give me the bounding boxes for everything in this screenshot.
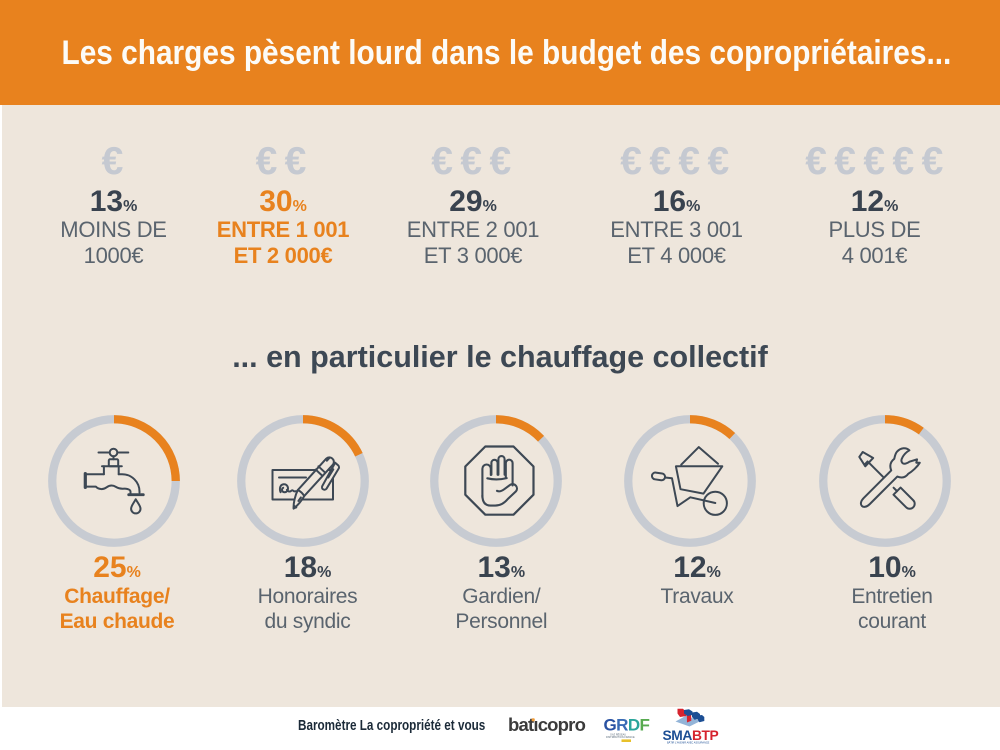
svg-text:GRDF: GRDF [604, 716, 650, 735]
svg-text:BÂTIR L'AVENIR AVEC ASSURANCE: BÂTIR L'AVENIR AVEC ASSURANCE [667, 742, 710, 745]
svg-text:SMABTP: SMABTP [663, 728, 719, 743]
svg-text:DISTRIBUTION FRANCE: DISTRIBUTION FRANCE [606, 736, 635, 739]
svg-text:GAZ RÉSEAU: GAZ RÉSEAU [610, 733, 626, 736]
svg-text:batıcopro: batıcopro [508, 714, 586, 735]
